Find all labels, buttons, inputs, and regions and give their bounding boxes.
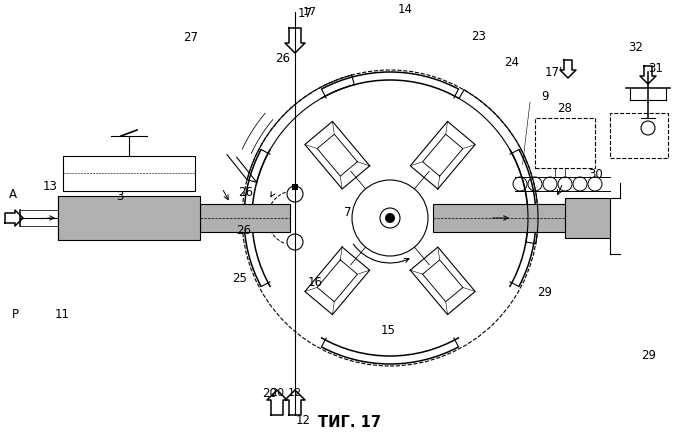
Text: 20: 20 [262, 386, 277, 399]
Text: 13: 13 [43, 180, 57, 193]
Text: P: P [11, 309, 18, 321]
Bar [58, 196, 200, 240]
Text: 29: 29 [538, 286, 552, 299]
Text: 24: 24 [505, 57, 519, 69]
Text: 12: 12 [288, 388, 302, 398]
Bar [292, 184, 298, 190]
Text: 20: 20 [270, 388, 284, 398]
Text: 29: 29 [641, 348, 657, 361]
Text: 25: 25 [232, 272, 247, 285]
Circle shape [385, 213, 395, 223]
Text: 11: 11 [55, 309, 69, 321]
Text: 17': 17' [545, 65, 563, 78]
Bar [63, 156, 195, 191]
Bar [565, 198, 610, 238]
Bar [535, 118, 595, 168]
Text: 28: 28 [558, 102, 573, 115]
Text: 15: 15 [381, 324, 395, 337]
Text: 32: 32 [629, 41, 643, 54]
Text: 12: 12 [295, 413, 311, 426]
Text: ΤИГ. 17: ΤИГ. 17 [318, 415, 382, 429]
Text: 30: 30 [589, 168, 603, 181]
Text: A: A [9, 188, 17, 201]
Bar [433, 204, 600, 232]
Bar [200, 204, 290, 232]
Text: 26: 26 [276, 51, 290, 65]
Bar [610, 113, 668, 158]
Text: 31: 31 [649, 61, 664, 75]
Text: 23: 23 [472, 31, 486, 44]
Text: 7: 7 [344, 207, 351, 219]
Text: 26: 26 [239, 185, 253, 198]
Text: 9: 9 [541, 89, 549, 102]
Text: 14: 14 [398, 3, 412, 17]
Text: 3: 3 [116, 190, 124, 202]
Text: 27: 27 [183, 31, 199, 44]
Text: 17: 17 [303, 7, 317, 17]
Text: 16: 16 [307, 276, 323, 290]
Text: 17: 17 [298, 7, 312, 20]
Text: 26: 26 [237, 224, 251, 236]
